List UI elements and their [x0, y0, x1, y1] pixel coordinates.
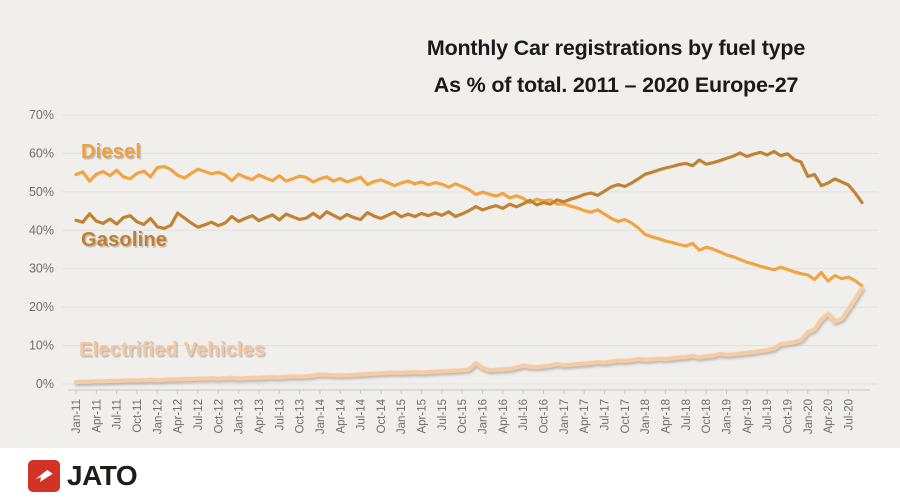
- chart-background: Monthly Car registrations by fuel type A…: [0, 0, 900, 448]
- y-tick-label: 60%: [29, 146, 54, 160]
- y-tick-label: 30%: [29, 262, 54, 276]
- chart-subtitle: As % of total. 2011 – 2020 Europe-27: [433, 73, 799, 97]
- x-tick-label: Jul-20: [843, 399, 855, 430]
- x-tick-label: Jan-14: [315, 398, 327, 434]
- jato-logo-text: JATO: [67, 460, 138, 491]
- x-tick-label: Jan-15: [396, 399, 408, 434]
- x-tick-label: Jul-17: [600, 399, 612, 430]
- x-tick-label: Apr-12: [173, 399, 185, 434]
- x-tick-label: Apr-16: [498, 399, 510, 434]
- x-tick-label: Jan-18: [640, 399, 652, 434]
- x-tick-label: Jul-15: [437, 399, 449, 430]
- x-tick-label: Jan-12: [152, 399, 164, 434]
- x-tick-label: Oct-18: [701, 399, 713, 434]
- y-tick-label: 70%: [29, 108, 54, 122]
- series-label-gasoline: Gasoline: [81, 229, 168, 251]
- x-tick-label: Oct-12: [213, 399, 225, 434]
- series-line-electrified: [73, 286, 865, 385]
- x-tick-label: Apr-18: [661, 399, 673, 434]
- x-tick-label: Oct-13: [295, 399, 307, 434]
- chart-title: Monthly Car registrations by fuel type: [426, 36, 806, 60]
- x-tick-label: Jan-20: [803, 399, 815, 434]
- x-tick-label: Oct-17: [620, 399, 632, 434]
- y-tick-label: 0%: [36, 377, 54, 391]
- x-tick-label: Apr-14: [335, 398, 347, 433]
- x-tick-label: Jan-13: [234, 399, 246, 434]
- x-tick-label: Oct-15: [457, 399, 469, 434]
- x-tick-label: Oct-16: [539, 399, 551, 434]
- x-tick-label: Apr-19: [742, 399, 754, 434]
- footer-bar: JATO: [0, 448, 900, 504]
- title-block: Monthly Car registrations by fuel type A…: [340, 30, 892, 104]
- x-tick-label: Apr-20: [823, 399, 835, 434]
- series-line-diesel: [74, 164, 864, 288]
- x-tick-label: Apr-13: [254, 399, 266, 434]
- jato-arrow-icon: [28, 460, 60, 492]
- x-tick-label: Jul-11: [112, 399, 124, 429]
- x-tick-label: Jul-12: [193, 399, 205, 430]
- x-tick-label: Jan-19: [721, 399, 733, 434]
- x-tick-label: Jan-16: [478, 399, 490, 434]
- x-tick-label: Apr-11: [91, 399, 103, 433]
- x-tick-label: Jul-13: [274, 399, 286, 430]
- x-tick-label: Oct-19: [782, 399, 794, 434]
- fuel-share-line-chart: 0% 10% 20% 30% 40% 50% 60% 70% Jan-11 Apr-11 Jul-1…: [29, 108, 878, 434]
- x-tick-label: Jan-17: [559, 399, 571, 434]
- y-tick-label: 40%: [29, 223, 54, 237]
- x-tick-label: Apr-15: [417, 399, 429, 434]
- x-tick-label: Jan-11: [71, 399, 83, 433]
- x-tick-label: Jul-19: [762, 399, 774, 430]
- series-line-gasoline: [74, 149, 864, 230]
- x-tick-label: Oct-11: [132, 399, 144, 433]
- jato-logo: JATO: [28, 460, 138, 492]
- x-tick-label: Jul-18: [681, 399, 693, 430]
- y-tick-label: 10%: [29, 339, 54, 353]
- x-tick-label: Apr-17: [579, 399, 591, 434]
- series-label-electrified-vehicles: Electrified Vehicles: [79, 339, 266, 361]
- series-label-diesel: Diesel: [81, 141, 142, 163]
- x-tick-label: Jul-16: [518, 399, 530, 430]
- y-tick-label: 20%: [29, 300, 54, 314]
- x-tick-label: Oct-14: [376, 398, 388, 433]
- y-tick-label: 50%: [29, 185, 54, 199]
- x-tick-label: Jul-14: [356, 398, 368, 430]
